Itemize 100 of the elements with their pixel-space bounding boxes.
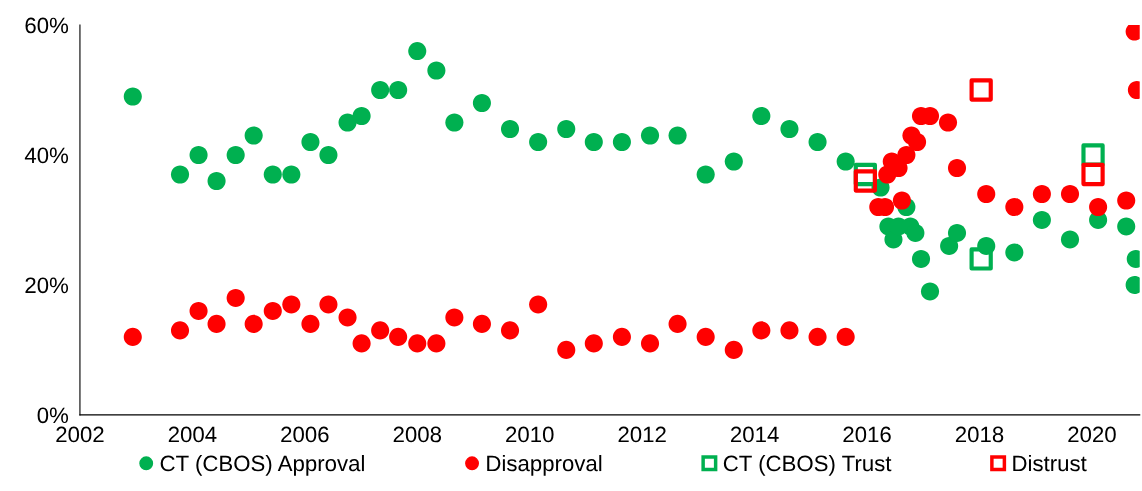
point: [189, 145, 208, 165]
point: [897, 145, 916, 165]
y-tick-label: 60%: [25, 17, 69, 34]
point: [189, 301, 208, 320]
point: [301, 132, 320, 152]
point: [445, 113, 464, 132]
y-tick-label: 20%: [25, 277, 69, 294]
point: [244, 126, 263, 145]
point: [389, 327, 408, 346]
point: [969, 247, 993, 271]
point: [1005, 197, 1024, 217]
point: [906, 223, 925, 243]
point: [557, 340, 576, 359]
point: [752, 106, 771, 126]
point: [836, 327, 855, 346]
point: [938, 113, 958, 132]
point: [226, 288, 245, 307]
x-tick-label: 2014: [731, 426, 779, 443]
point: [207, 171, 226, 191]
point: [263, 301, 282, 320]
point: [445, 308, 464, 327]
point: [977, 184, 996, 204]
point: [427, 61, 446, 80]
point: [557, 119, 576, 139]
point: [338, 308, 357, 327]
point: [472, 93, 491, 113]
point: [500, 321, 520, 340]
point: [226, 145, 245, 165]
point: [338, 113, 357, 132]
point: [244, 314, 263, 333]
point: [696, 165, 715, 184]
legend-label: Disapproval: [487, 454, 602, 476]
point: [170, 165, 190, 184]
point: [389, 80, 408, 100]
point: [947, 158, 967, 178]
legend-label: Distrust: [1013, 454, 1087, 472]
point: [808, 132, 827, 152]
point: [853, 169, 878, 193]
point: [584, 334, 603, 353]
point: [612, 132, 631, 152]
point: [1089, 197, 1108, 217]
point: [1032, 184, 1051, 204]
point: [1060, 230, 1080, 249]
point: [472, 314, 491, 333]
point: [752, 321, 771, 340]
point: [724, 340, 743, 359]
point: [408, 334, 427, 353]
point: [529, 132, 548, 152]
point: [1032, 210, 1051, 230]
point: [123, 87, 142, 106]
x-tick-label: 2016: [843, 426, 891, 443]
point: [780, 119, 799, 139]
point: [947, 223, 967, 243]
point: [500, 119, 520, 139]
point: [940, 236, 959, 256]
point: [780, 321, 799, 340]
point: [371, 321, 390, 340]
point: [123, 327, 142, 346]
point: [371, 80, 390, 100]
x-tick-label: 2020: [1068, 426, 1116, 443]
y-tick-label: 0%: [37, 407, 69, 424]
point: [282, 165, 301, 184]
point: [352, 106, 371, 126]
point: [427, 334, 446, 353]
point: [1081, 162, 1105, 187]
point: [408, 41, 427, 61]
point: [640, 126, 660, 145]
point: [640, 334, 660, 353]
point: [584, 132, 603, 152]
point: [319, 145, 338, 165]
point: [282, 295, 301, 314]
point: [908, 132, 927, 152]
point: [836, 152, 855, 171]
x-tick-label: 2010: [506, 426, 554, 443]
point: [911, 249, 931, 269]
point: [892, 191, 911, 210]
point: [724, 152, 743, 171]
point: [668, 314, 687, 333]
legend-label: CT (CBOS) Trust: [723, 454, 892, 476]
point: [170, 321, 190, 340]
point: [1117, 217, 1136, 236]
point: [263, 165, 282, 184]
point: [612, 327, 631, 346]
legend-label: CT (CBOS) Approval: [160, 454, 364, 476]
point: [207, 314, 226, 333]
x-tick-label: 2008: [393, 426, 442, 443]
point: [352, 334, 371, 353]
point: [301, 314, 320, 333]
point: [920, 282, 940, 301]
point: [696, 327, 715, 346]
point: [1005, 243, 1024, 262]
x-tick-label: 2018: [955, 426, 1004, 443]
point: [668, 126, 687, 145]
x-tick-label: 2006: [281, 426, 329, 443]
point: [529, 295, 548, 314]
point: [1060, 184, 1080, 204]
point: [319, 295, 338, 314]
x-tick-label: 2002: [56, 426, 104, 443]
x-tick-label: 2004: [168, 426, 217, 443]
point: [1117, 191, 1136, 210]
